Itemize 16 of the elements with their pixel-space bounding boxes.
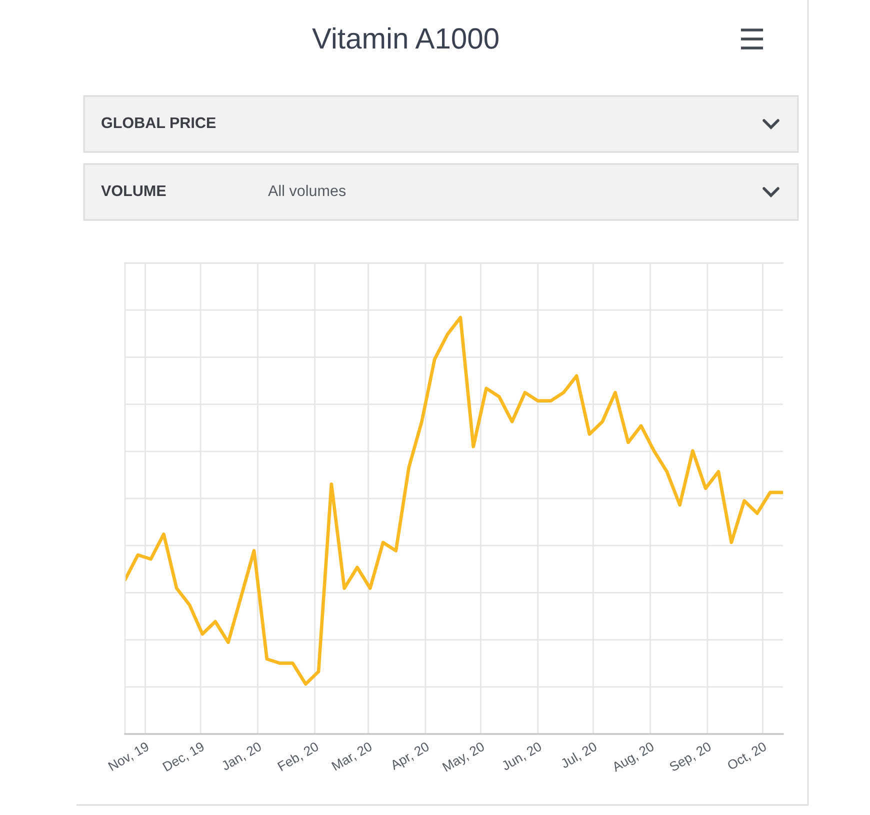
x-tick-label: Jul, 20: [560, 741, 598, 770]
text: GLOBAL PRICE: [102, 117, 216, 128]
text: All volumes: [268, 184, 346, 196]
x-tick-label: Sep, 20: [668, 742, 714, 774]
text: VOLUME: [101, 185, 166, 196]
x-tick-label: May, 20: [442, 742, 486, 774]
x-tick-label: Dec, 19: [162, 742, 206, 773]
x-tick-label: Mar, 20: [331, 742, 374, 772]
x-tick-label: Jan, 20: [220, 742, 263, 772]
x-tick-label: Aug, 20: [611, 742, 656, 774]
x-tick-label: Feb, 20: [277, 741, 320, 773]
chart-title: Vitamin A1000: [312, 27, 498, 49]
x-tick-label: Oct, 20: [726, 742, 768, 772]
x-tick-label: Apr, 20: [389, 742, 432, 772]
x-tick-label: Nov, 19: [108, 742, 150, 772]
x-tick-label: Jun, 20: [500, 742, 544, 772]
